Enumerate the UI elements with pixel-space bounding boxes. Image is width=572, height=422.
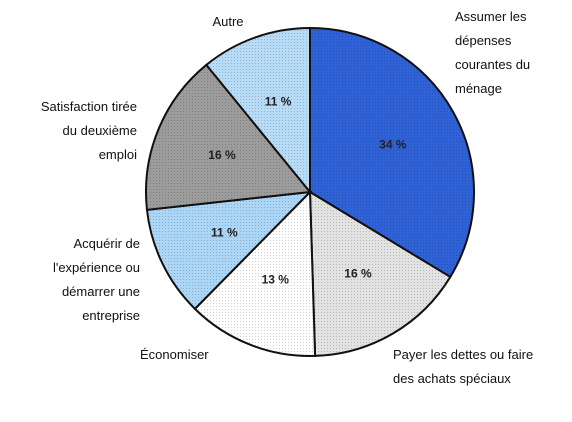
slice-texture <box>194 192 316 357</box>
slice-category-label: Payer les dettes ou faire des achats spé… <box>393 347 534 386</box>
slice-value-label: 34 % <box>379 137 407 151</box>
slice-value-label: 16 % <box>208 148 236 162</box>
slice-texture <box>310 28 474 277</box>
slice-texture <box>145 64 310 210</box>
slice-category-label: Économiser <box>140 347 209 362</box>
slice-texture <box>310 192 451 356</box>
slice-category-label: Assumer les dépenses courantes du ménage <box>455 9 531 96</box>
slice-value-label: 11 % <box>211 226 238 240</box>
slice-category-label: Autre <box>212 14 244 29</box>
slice-texture <box>146 192 310 309</box>
slice-value-label: 13 % <box>262 273 290 287</box>
slice-texture <box>206 28 310 192</box>
slice-category-label: Satisfaction tirée du deuxième emploi <box>40 99 137 162</box>
slice-value-label: 16 % <box>344 266 372 280</box>
slice-category-label: Acquérir de l'expérience ou démarrer une… <box>52 236 140 323</box>
slice-value-label: 11 % <box>265 95 292 109</box>
